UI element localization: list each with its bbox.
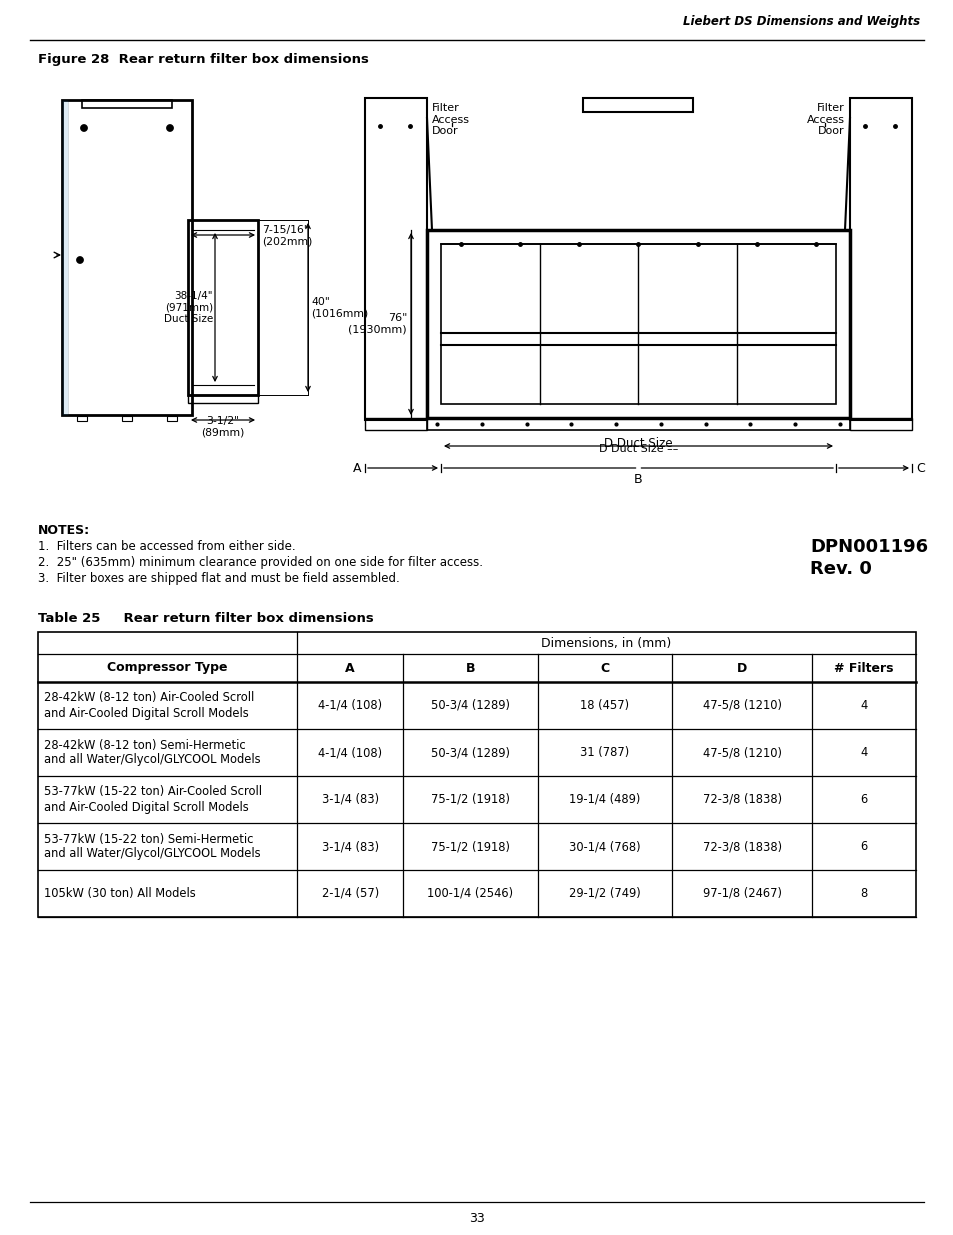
Text: D Duct Size: D Duct Size bbox=[603, 437, 672, 450]
Text: 4: 4 bbox=[860, 746, 867, 760]
Text: 47-5/8 (1210): 47-5/8 (1210) bbox=[702, 746, 781, 760]
Text: 50-3/4 (1289): 50-3/4 (1289) bbox=[431, 746, 510, 760]
Text: 50-3/4 (1289): 50-3/4 (1289) bbox=[431, 699, 510, 713]
Text: 18 (457): 18 (457) bbox=[579, 699, 629, 713]
Bar bbox=[849, 98, 911, 420]
Text: Liebert DS Dimensions and Weights: Liebert DS Dimensions and Weights bbox=[682, 16, 919, 28]
Text: 3-1/4 (83): 3-1/4 (83) bbox=[321, 793, 378, 806]
Text: 28-42kW (8-12 ton) Semi-Hermetic
and all Water/Glycol/GLYCOOL Models: 28-42kW (8-12 ton) Semi-Hermetic and all… bbox=[44, 739, 260, 767]
Text: 30-1/4 (768): 30-1/4 (768) bbox=[568, 840, 639, 853]
Text: 4-1/4 (108): 4-1/4 (108) bbox=[317, 746, 382, 760]
Text: NOTES:: NOTES: bbox=[38, 524, 90, 537]
Bar bbox=[188, 395, 257, 403]
Text: 19-1/4 (489): 19-1/4 (489) bbox=[569, 793, 639, 806]
Bar bbox=[38, 632, 915, 918]
Text: 29-1/2 (749): 29-1/2 (749) bbox=[568, 887, 640, 900]
Bar bbox=[427, 417, 849, 430]
Circle shape bbox=[76, 257, 84, 263]
Text: # Filters: # Filters bbox=[834, 662, 893, 674]
Text: 3.  Filter boxes are shipped flat and must be field assembled.: 3. Filter boxes are shipped flat and mus… bbox=[38, 572, 399, 585]
Text: A: A bbox=[352, 462, 360, 474]
Text: A: A bbox=[345, 662, 355, 674]
Text: 33: 33 bbox=[469, 1212, 484, 1224]
Bar bbox=[188, 220, 257, 395]
Circle shape bbox=[167, 125, 173, 131]
Text: 72-3/8 (1838): 72-3/8 (1838) bbox=[701, 793, 781, 806]
Text: B: B bbox=[465, 662, 475, 674]
Bar bbox=[849, 417, 911, 430]
Text: D Duct Size ––: D Duct Size –– bbox=[598, 445, 678, 454]
Text: 7-15/16"
(202mm): 7-15/16" (202mm) bbox=[262, 225, 312, 247]
Text: 28-42kW (8-12 ton) Air-Cooled Scroll
and Air-Cooled Digital Scroll Models: 28-42kW (8-12 ton) Air-Cooled Scroll and… bbox=[44, 692, 254, 720]
Bar bbox=[365, 417, 427, 430]
Bar bbox=[122, 416, 132, 421]
Text: 47-5/8 (1210): 47-5/8 (1210) bbox=[702, 699, 781, 713]
Bar bbox=[427, 230, 849, 417]
Text: B: B bbox=[634, 473, 642, 487]
Text: 31 (787): 31 (787) bbox=[579, 746, 629, 760]
Text: D: D bbox=[737, 662, 746, 674]
Text: 38-1/4"
(971mm)
Duct Size: 38-1/4" (971mm) Duct Size bbox=[164, 291, 213, 324]
Text: 2-1/4 (57): 2-1/4 (57) bbox=[321, 887, 378, 900]
Bar bbox=[583, 98, 693, 112]
Bar bbox=[77, 416, 87, 421]
Text: Filter
Access
Door: Filter Access Door bbox=[806, 103, 844, 136]
Text: Table 25     Rear return filter box dimensions: Table 25 Rear return filter box dimensio… bbox=[38, 613, 374, 625]
Bar bbox=[62, 100, 192, 415]
Text: 3-1/2"
(89mm): 3-1/2" (89mm) bbox=[201, 416, 244, 437]
Text: 1.  Filters can be accessed from either side.: 1. Filters can be accessed from either s… bbox=[38, 540, 295, 553]
Text: 105kW (30 ton) All Models: 105kW (30 ton) All Models bbox=[44, 887, 195, 900]
Text: 97-1/8 (2467): 97-1/8 (2467) bbox=[702, 887, 781, 900]
Text: 53-77kW (15-22 ton) Semi-Hermetic
and all Water/Glycol/GLYCOOL Models: 53-77kW (15-22 ton) Semi-Hermetic and al… bbox=[44, 832, 260, 861]
Text: 8: 8 bbox=[860, 887, 867, 900]
Text: Rev. 0: Rev. 0 bbox=[809, 559, 871, 578]
Text: 76"
(1930mm): 76" (1930mm) bbox=[348, 314, 407, 335]
Text: 6: 6 bbox=[860, 840, 867, 853]
Text: 4: 4 bbox=[860, 699, 867, 713]
Bar bbox=[365, 98, 427, 420]
Bar bbox=[167, 416, 177, 421]
Text: 75-1/2 (1918): 75-1/2 (1918) bbox=[431, 793, 510, 806]
Text: DPN001196: DPN001196 bbox=[809, 538, 927, 556]
Bar bbox=[62, 100, 68, 415]
Text: Filter
Access
Door: Filter Access Door bbox=[432, 103, 470, 136]
Text: 100-1/4 (2546): 100-1/4 (2546) bbox=[427, 887, 513, 900]
Text: 72-3/8 (1838): 72-3/8 (1838) bbox=[701, 840, 781, 853]
Text: 3-1/4 (83): 3-1/4 (83) bbox=[321, 840, 378, 853]
Text: C: C bbox=[915, 462, 923, 474]
Text: 53-77kW (15-22 ton) Air-Cooled Scroll
and Air-Cooled Digital Scroll Models: 53-77kW (15-22 ton) Air-Cooled Scroll an… bbox=[44, 785, 262, 814]
Text: Figure 28  Rear return filter box dimensions: Figure 28 Rear return filter box dimensi… bbox=[38, 53, 369, 67]
Circle shape bbox=[80, 125, 88, 131]
Text: 4-1/4 (108): 4-1/4 (108) bbox=[317, 699, 382, 713]
Text: Dimensions, in (mm): Dimensions, in (mm) bbox=[540, 636, 671, 650]
Text: Compressor Type: Compressor Type bbox=[107, 662, 228, 674]
Text: 2.  25" (635mm) minimum clearance provided on one side for filter access.: 2. 25" (635mm) minimum clearance provide… bbox=[38, 556, 482, 569]
Bar bbox=[440, 245, 835, 404]
Bar bbox=[82, 100, 172, 107]
Text: 75-1/2 (1918): 75-1/2 (1918) bbox=[431, 840, 510, 853]
Text: 6: 6 bbox=[860, 793, 867, 806]
Text: C: C bbox=[599, 662, 609, 674]
Text: 40"
(1016mm): 40" (1016mm) bbox=[311, 296, 368, 319]
